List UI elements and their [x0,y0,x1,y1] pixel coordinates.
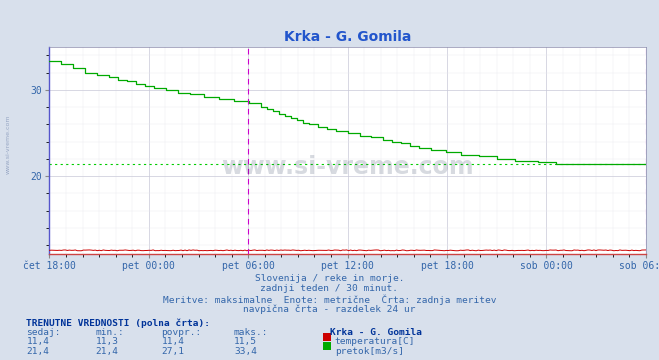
Text: 21,4: 21,4 [96,347,119,356]
Text: 21,4: 21,4 [26,347,49,356]
Text: zadnji teden / 30 minut.: zadnji teden / 30 minut. [260,284,399,293]
Text: 11,4: 11,4 [161,337,185,346]
Text: 27,1: 27,1 [161,347,185,356]
Text: www.si-vreme.com: www.si-vreme.com [221,155,474,179]
Text: TRENUTNE VREDNOSTI (polna črta):: TRENUTNE VREDNOSTI (polna črta): [26,319,210,328]
Text: 33,4: 33,4 [234,347,257,356]
Text: Krka - G. Gomila: Krka - G. Gomila [330,328,422,337]
Text: www.si-vreme.com: www.si-vreme.com [5,114,11,174]
Text: povpr.:: povpr.: [161,328,202,337]
Text: Slovenija / reke in morje.: Slovenija / reke in morje. [255,274,404,283]
Text: 11,4: 11,4 [26,337,49,346]
Title: Krka - G. Gomila: Krka - G. Gomila [284,30,411,44]
Text: sedaj:: sedaj: [26,328,61,337]
Text: 11,3: 11,3 [96,337,119,346]
Text: temperatura[C]: temperatura[C] [335,337,415,346]
Text: Meritve: maksimalne  Enote: metrične  Črta: zadnja meritev: Meritve: maksimalne Enote: metrične Črta… [163,294,496,305]
Text: navpična črta - razdelek 24 ur: navpična črta - razdelek 24 ur [243,305,416,314]
Text: maks.:: maks.: [234,328,268,337]
Text: 11,5: 11,5 [234,337,257,346]
Text: pretok[m3/s]: pretok[m3/s] [335,347,404,356]
Text: min.:: min.: [96,328,125,337]
